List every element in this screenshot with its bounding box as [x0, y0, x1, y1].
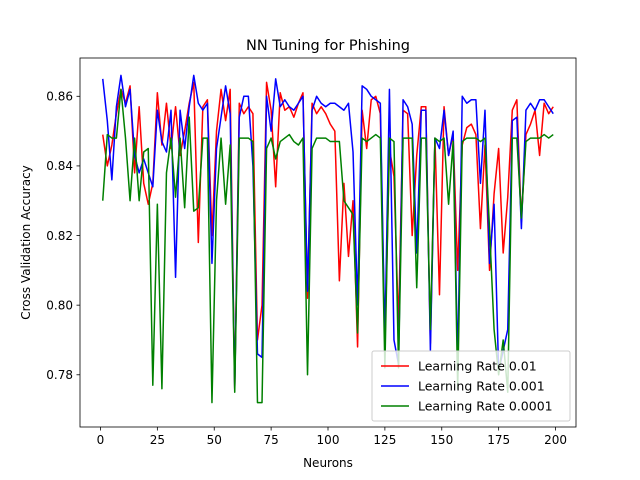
series-line-1 — [102, 81, 554, 390]
series-layer — [102, 74, 554, 404]
x-tick-label: 0 — [97, 433, 105, 447]
x-tick-label: 125 — [373, 433, 396, 447]
legend-label-3: Learning Rate 0.0001 — [418, 399, 553, 414]
x-tick-label: 100 — [317, 433, 340, 447]
legend-box — [371, 350, 571, 422]
legend-label-2: Learning Rate 0.001 — [418, 379, 545, 394]
ticks-layer: 0 25 50 75 100 125 150 175 200 0.78 0.80 0.82 0.84 0.… — [46, 90, 567, 447]
x-tick-label: 150 — [430, 433, 453, 447]
x-tick-label: 75 — [263, 433, 278, 447]
x-tick-label: 50 — [207, 433, 222, 447]
x-tick-label: 25 — [150, 433, 165, 447]
y-tick-label: 0.86 — [46, 90, 73, 104]
y-tick-label: 0.82 — [46, 229, 73, 243]
series-line-3 — [102, 88, 554, 404]
chart-title: NN Tuning for Phishing — [246, 38, 410, 54]
series-line-2 — [102, 74, 554, 390]
y-tick-label: 0.78 — [46, 368, 73, 382]
x-axis-title: Neurons — [303, 456, 353, 470]
x-tick-label: 175 — [487, 433, 510, 447]
legend-label-1: Learning Rate 0.01 — [418, 359, 537, 374]
y-axis-title: Cross Validation Accuracy — [19, 165, 33, 320]
y-tick-label: 0.80 — [46, 298, 73, 312]
y-tick-label: 0.84 — [46, 159, 73, 173]
legend: Learning Rate 0.01 Learning Rate 0.001 Lea… — [371, 350, 571, 422]
x-tick-label: 200 — [544, 433, 567, 447]
